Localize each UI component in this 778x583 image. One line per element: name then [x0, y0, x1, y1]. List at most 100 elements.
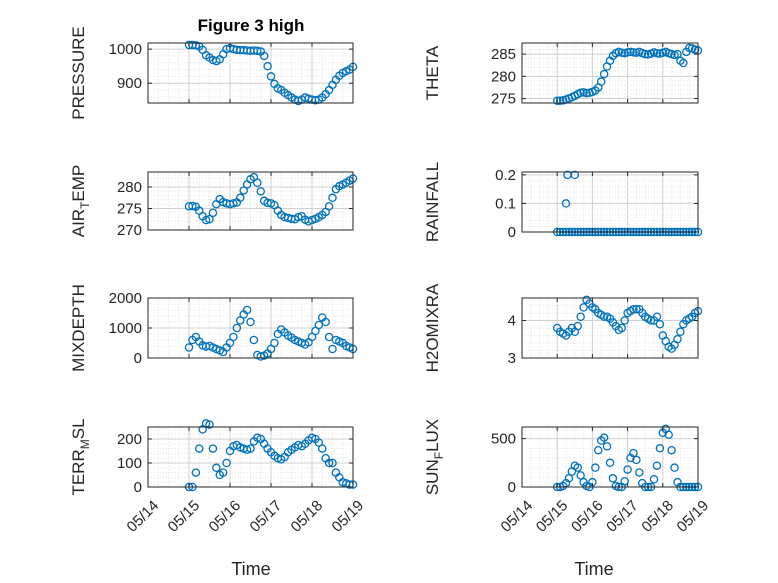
data-point	[222, 458, 231, 468]
y-tick-label: 500	[491, 431, 516, 448]
data-point	[632, 304, 641, 314]
data-point	[573, 321, 582, 331]
data-point	[667, 445, 676, 455]
x-axis-label-left: Time	[231, 559, 270, 579]
data-point	[652, 312, 662, 321]
data-point	[253, 46, 262, 56]
data-point	[670, 463, 679, 472]
data-point	[570, 170, 580, 180]
y-tick-label: 275	[491, 91, 516, 108]
y-axis-label: TERRMSL	[69, 418, 92, 495]
data-point	[599, 69, 609, 79]
data-point	[617, 323, 626, 333]
axes-box	[521, 171, 699, 233]
data-point	[576, 471, 585, 480]
y-tick-label: 285	[491, 46, 516, 63]
data-point	[184, 343, 194, 352]
data-point	[632, 455, 641, 465]
data-point	[263, 61, 272, 71]
y-tick-label: 280	[117, 179, 142, 196]
data-point	[328, 458, 337, 468]
data-point	[599, 312, 609, 321]
data-point	[324, 458, 334, 468]
data-point	[602, 442, 612, 451]
data-point	[314, 320, 324, 330]
data-point	[229, 199, 238, 208]
data-point	[235, 193, 245, 203]
data-point	[684, 43, 694, 53]
data-point	[608, 474, 618, 483]
y-tick-label: 100	[117, 455, 142, 472]
data-point	[652, 48, 662, 58]
data-point	[573, 463, 582, 472]
y-tick-label: 1000	[109, 320, 142, 337]
data-point	[576, 88, 585, 98]
data-point	[640, 49, 650, 59]
subplot-pressure: 900 1000 PRESSURE	[69, 26, 358, 120]
y-tick-label: 0	[508, 479, 516, 496]
data-point	[232, 323, 242, 333]
y-tick-label: 4	[508, 313, 516, 330]
data-point	[201, 215, 211, 225]
data-point	[635, 468, 644, 477]
y-axis-label: THETA	[423, 45, 442, 100]
data-point	[256, 352, 265, 361]
y-axis-label: AIRTEMP	[69, 165, 92, 238]
data-point	[576, 312, 585, 321]
data-point	[629, 48, 638, 57]
data-point	[623, 465, 632, 474]
data-point	[555, 96, 565, 106]
axes-box	[521, 297, 699, 359]
data-point	[649, 475, 659, 484]
data-point	[212, 463, 221, 473]
data-point	[655, 444, 665, 453]
data-point	[579, 303, 588, 312]
data-point	[620, 476, 629, 486]
data-point	[582, 88, 591, 98]
data-point	[324, 332, 334, 342]
data-point	[317, 444, 327, 453]
y-axis-label: SUNFLUX	[423, 419, 446, 495]
data-point	[266, 72, 276, 81]
x-axis-label-right: Time	[574, 559, 613, 579]
y-axis-label: PRESSURE	[69, 26, 88, 120]
data-point	[256, 187, 265, 196]
axes-box	[147, 426, 354, 488]
subplot-air-emp: 270 275 280 AIRTEMP	[69, 165, 358, 239]
y-tick-label: 900	[117, 75, 142, 92]
y-tick-label: 280	[491, 68, 516, 85]
y-tick-label: 2000	[109, 290, 142, 307]
data-point	[328, 344, 337, 354]
data-point	[599, 433, 609, 442]
y-tick-label: 0.1	[495, 195, 516, 212]
data-point	[679, 58, 688, 68]
data-point	[591, 463, 600, 472]
data-point	[242, 305, 252, 315]
y-tick-label: 200	[117, 431, 142, 448]
y-tick-label: 270	[117, 222, 142, 239]
data-point	[646, 316, 656, 325]
data-point	[324, 202, 334, 211]
data-point	[208, 208, 218, 218]
y-tick-label: 275	[117, 201, 142, 218]
subplot-h2omixra: 3 4 H2OMIXRA	[423, 283, 703, 372]
data-point	[673, 334, 682, 344]
axes-box	[521, 42, 699, 104]
data-point	[626, 47, 635, 57]
data-point	[246, 444, 255, 453]
axes-box	[147, 42, 354, 104]
y-axis-label: MIXDEPTH	[69, 284, 88, 372]
data-point	[249, 335, 259, 345]
y-tick-label: 0	[508, 224, 516, 241]
data-point	[564, 474, 574, 483]
data-point	[594, 445, 603, 455]
data-point	[552, 96, 562, 106]
data-point	[629, 304, 638, 314]
data-point	[208, 444, 218, 453]
data-point	[605, 458, 615, 468]
data-point	[596, 77, 606, 86]
data-point	[620, 316, 629, 325]
data-point	[664, 430, 673, 439]
